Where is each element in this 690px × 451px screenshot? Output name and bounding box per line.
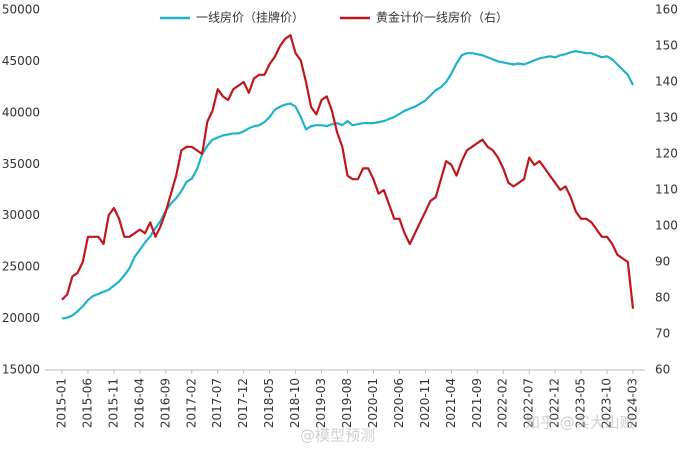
x-tick-label: 2019-08 (340, 378, 354, 428)
x-tick-label: 2016-09 (158, 378, 172, 428)
watermark: @模型预测 (300, 427, 375, 445)
y2-tick-label: 150 (655, 39, 678, 53)
y2-tick-label: 160 (655, 3, 678, 17)
x-tick-label: 2018-05 (262, 378, 276, 428)
y-tick-label: 50000 (2, 3, 40, 17)
watermark: 知乎 @实大山贼 (525, 414, 635, 432)
y2-tick-label: 70 (655, 327, 670, 341)
x-tick-label: 2023-10 (600, 378, 614, 428)
x-tick-label: 2020-01 (366, 378, 380, 428)
y2-tick-label: 140 (655, 75, 678, 89)
y2-tick-label: 100 (655, 219, 678, 233)
y2-tick-label: 130 (655, 111, 678, 125)
y2-tick-label: 110 (655, 183, 678, 197)
y-tick-label: 35000 (2, 157, 40, 171)
y2-tick-label: 90 (655, 255, 670, 269)
x-tick-label: 2017-07 (210, 378, 224, 428)
x-tick-label: 2022-12 (548, 378, 562, 428)
x-tick-label: 2018-10 (288, 378, 302, 428)
x-tick-label: 2017-12 (236, 378, 250, 428)
x-tick-label: 2020-06 (392, 378, 406, 428)
y-tick-label: 30000 (2, 208, 40, 222)
y2-tick-label: 80 (655, 291, 670, 305)
legend-label: 一线房价（挂牌价） (196, 10, 304, 25)
x-tick-label: 2024-03 (626, 378, 640, 428)
x-tick-label: 2022-07 (522, 378, 536, 428)
x-tick-label: 2021-09 (470, 378, 484, 428)
x-tick-label: 2019-03 (314, 378, 328, 428)
x-tick-label: 2017-02 (184, 378, 198, 428)
y-tick-label: 40000 (2, 105, 40, 119)
y2-tick-label: 60 (655, 363, 670, 377)
y-tick-label: 45000 (2, 54, 40, 68)
x-tick-label: 2021-04 (444, 378, 458, 428)
x-tick-label: 2015-06 (80, 378, 94, 428)
x-tick-label: 2023-05 (574, 378, 588, 428)
series-line (61, 50, 634, 320)
x-tick-label: 2015-11 (106, 378, 120, 428)
y2-tick-label: 120 (655, 147, 678, 161)
series-line (61, 34, 635, 309)
x-tick-label: 2020-11 (418, 378, 432, 428)
x-tick-label: 2016-04 (132, 378, 146, 428)
x-tick-label: 2015-01 (55, 378, 69, 428)
y-tick-label: 25000 (2, 260, 40, 274)
y-tick-label: 15000 (2, 363, 40, 377)
legend-label: 黄金计价一线房价（右） (376, 10, 508, 25)
y-tick-label: 20000 (2, 311, 40, 325)
x-tick-label: 2022-02 (496, 378, 510, 428)
